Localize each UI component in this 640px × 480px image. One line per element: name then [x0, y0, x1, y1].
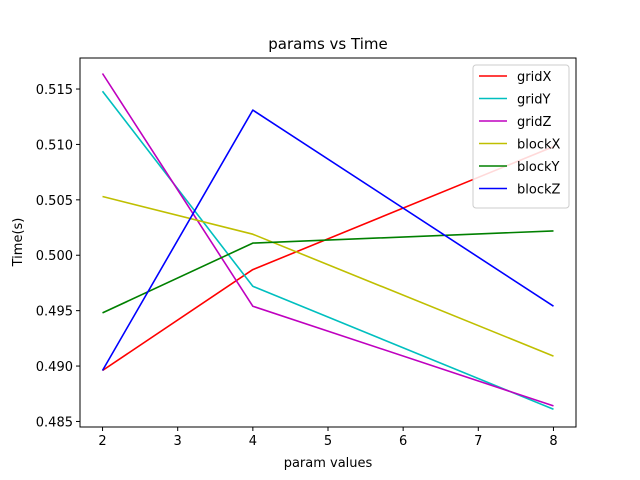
x-axis-label: param values [284, 456, 373, 471]
series-line-blockY [102, 230, 554, 314]
y-tick-label: 0.490 [36, 360, 73, 375]
series-line-gridY [101, 90, 554, 411]
x-tick-label: 3 [174, 434, 182, 449]
y-tick-label: 0.505 [36, 194, 73, 209]
y-axis-ticks: 0.485 0.490 0.495 0.500 0.505 0.510 0.515 [36, 83, 80, 430]
y-tick-label: 0.495 [36, 305, 73, 320]
x-tick-label: 6 [399, 434, 407, 449]
x-tick-label: 7 [474, 434, 482, 449]
x-tick-label: 5 [324, 434, 332, 449]
legend-label: blockY [517, 160, 559, 175]
legend-box [472, 64, 570, 209]
series-line-blockZ [101, 109, 554, 371]
y-tick-label: 0.515 [36, 83, 73, 98]
x-tick-label: 2 [98, 434, 106, 449]
y-tick-label: 0.500 [36, 249, 73, 264]
chart-title: params vs Time [268, 35, 387, 53]
legend-label: blockX [517, 138, 560, 153]
legend-label: gridX [517, 70, 551, 85]
legend-label: gridY [517, 93, 550, 108]
legend: gridX gridY gridZ blockX blockY blockZ [472, 64, 570, 209]
series-line-blockX [102, 195, 554, 357]
y-tick-label: 0.485 [36, 415, 73, 430]
legend-label: blockZ [517, 183, 560, 198]
y-axis-label: Time(s) [11, 218, 26, 268]
x-axis-ticks: 2 3 4 5 6 7 8 [98, 427, 558, 449]
x-tick-label: 8 [549, 434, 557, 449]
y-tick-label: 0.510 [36, 138, 73, 153]
series-line-gridX [102, 145, 554, 372]
series-lines [101, 73, 554, 411]
legend-label: gridZ [517, 115, 551, 130]
x-tick-label: 4 [249, 434, 257, 449]
series-line-gridZ [101, 73, 554, 407]
